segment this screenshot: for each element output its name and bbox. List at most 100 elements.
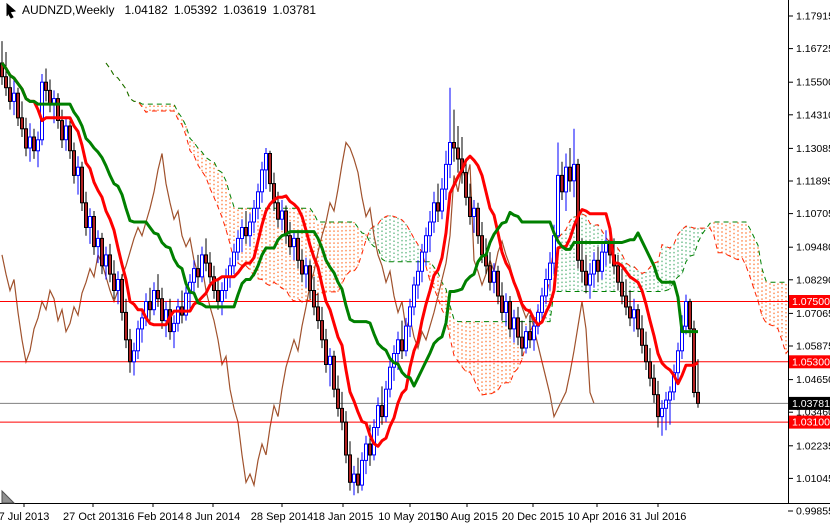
candle xyxy=(496,265,500,305)
candle xyxy=(408,298,412,338)
candle xyxy=(516,306,520,346)
candle xyxy=(400,320,404,359)
candle xyxy=(148,287,152,321)
candle xyxy=(184,285,188,321)
senkou-span-a-line xyxy=(105,62,788,396)
x-axis-date-label: 30 Aug 2015 xyxy=(436,511,498,523)
x-axis-date-label: 16 Feb 2014 xyxy=(122,511,184,523)
candle xyxy=(108,243,112,283)
candle xyxy=(424,227,428,266)
candle xyxy=(72,142,76,184)
candle xyxy=(112,260,116,299)
candle xyxy=(100,232,104,275)
candle xyxy=(216,279,220,310)
candle xyxy=(568,148,572,192)
candle xyxy=(268,150,272,192)
x-axis-date-label: 10 Apr 2016 xyxy=(567,511,626,523)
price-axis[interactable] xyxy=(789,0,830,503)
y-axis-tick-label: 1.17915 xyxy=(796,11,830,23)
candle xyxy=(264,148,268,190)
time-axis[interactable] xyxy=(0,504,830,528)
candle xyxy=(280,200,284,231)
candle xyxy=(628,290,632,327)
svg-text:1.07500: 1.07500 xyxy=(792,296,830,308)
svg-text:1.05300: 1.05300 xyxy=(792,356,830,368)
candle xyxy=(192,260,196,294)
candle xyxy=(556,142,560,244)
ohlc-low-value: 1.03619 xyxy=(223,3,267,17)
y-axis-tick-label: 1.16725 xyxy=(796,43,830,55)
y-axis-tick-label: 1.02235 xyxy=(796,440,830,452)
candle xyxy=(12,79,16,116)
candle xyxy=(340,391,344,431)
x-axis-date-label: 18 Jan 2015 xyxy=(313,511,374,523)
candle xyxy=(56,93,60,129)
candle xyxy=(196,254,200,288)
chart-title: AUDNZD,Weekly 1.04182 1.05392 1.03619 1.0378… xyxy=(22,3,322,17)
candle xyxy=(68,120,72,159)
candle xyxy=(640,315,644,354)
x-axis-date-label: 28 Sep 2014 xyxy=(251,511,313,523)
mouse-cursor-icon xyxy=(6,2,17,19)
candle xyxy=(204,238,208,272)
candle xyxy=(420,243,424,283)
candle xyxy=(528,315,532,349)
candle xyxy=(260,161,264,203)
chart-canvas[interactable] xyxy=(0,0,788,503)
candle xyxy=(312,276,316,316)
candle xyxy=(696,359,700,408)
candle xyxy=(16,87,20,126)
candle xyxy=(4,52,8,96)
candle xyxy=(84,191,88,236)
ohlc-close-value: 1.03781 xyxy=(272,3,317,17)
candle xyxy=(140,309,144,343)
candle xyxy=(636,304,640,338)
y-axis-tick-label: 1.04650 xyxy=(796,374,830,386)
candle xyxy=(292,230,296,261)
candle xyxy=(524,326,528,354)
candle xyxy=(684,294,688,335)
candle xyxy=(60,109,64,148)
candle xyxy=(344,411,348,464)
candle xyxy=(76,156,80,195)
candle xyxy=(416,260,420,299)
candle xyxy=(24,117,28,157)
candle xyxy=(588,263,592,299)
candle xyxy=(236,230,240,261)
candle xyxy=(324,328,328,373)
candle xyxy=(40,74,44,146)
candle xyxy=(504,293,508,327)
price-level-badge: 1.07500 xyxy=(789,295,830,308)
candle xyxy=(616,254,620,291)
candle xyxy=(432,191,436,233)
candle xyxy=(208,252,212,285)
svg-text:1.03100: 1.03100 xyxy=(792,417,830,429)
candle xyxy=(464,161,468,206)
candle xyxy=(28,123,32,162)
candle xyxy=(220,282,224,316)
y-axis-tick-label: 1.15500 xyxy=(796,77,830,89)
candle xyxy=(468,183,472,225)
candle xyxy=(288,222,292,255)
y-axis-tick-label: 1.13085 xyxy=(796,143,830,155)
candle xyxy=(540,287,544,324)
y-axis-tick-label: 1.07065 xyxy=(796,308,830,320)
ohlc-high-value: 1.05392 xyxy=(173,3,218,17)
candle xyxy=(624,279,628,316)
svg-text:1.03781: 1.03781 xyxy=(792,398,830,410)
candle xyxy=(656,380,660,428)
candle xyxy=(80,161,84,211)
candle xyxy=(380,386,384,425)
candle xyxy=(652,364,656,403)
candle xyxy=(256,183,260,220)
candle xyxy=(64,117,68,151)
candle xyxy=(596,246,600,283)
candle xyxy=(120,274,124,321)
candle xyxy=(92,211,96,255)
candle xyxy=(564,153,568,211)
candle xyxy=(156,274,160,307)
candle xyxy=(592,252,596,288)
candle xyxy=(692,320,696,398)
plot-area xyxy=(0,41,788,496)
